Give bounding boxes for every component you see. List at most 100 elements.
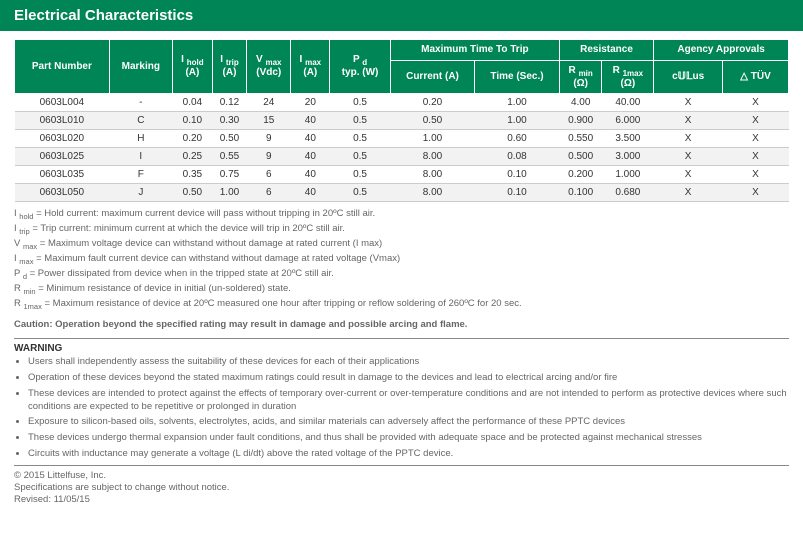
cell-pd: 0.5 (330, 94, 391, 112)
cell-itrip: 1.00 (212, 184, 246, 202)
cell-rmax: 3.000 (602, 148, 654, 166)
cell-rmin: 0.200 (559, 166, 602, 184)
cell-time: 0.10 (475, 184, 560, 202)
note-line: I max = Maximum fault current device can… (14, 253, 789, 267)
warning-list: Users shall independently assess the sui… (0, 354, 803, 461)
cell-vmax: 15 (247, 112, 291, 130)
warning-item: These devices are intended to protect ag… (28, 388, 789, 414)
cell-cur: 8.00 (390, 148, 474, 166)
cell-pd: 0.5 (330, 184, 391, 202)
note-line: I hold = Hold current: maximum current d… (14, 208, 789, 222)
cell-mark: H (109, 130, 172, 148)
col-marking: Marking (109, 40, 172, 94)
table-row: 0603L010C0.100.3015400.50.501.000.9006.0… (15, 112, 789, 130)
cell-part: 0603L010 (15, 112, 110, 130)
cell-rmin: 0.900 (559, 112, 602, 130)
cell-mark: F (109, 166, 172, 184)
cell-time: 0.08 (475, 148, 560, 166)
table-row: 0603L050J0.501.006400.58.000.100.1000.68… (15, 184, 789, 202)
cell-rmax: 6.000 (602, 112, 654, 130)
warning-item: Exposure to silicon-based oils, solvents… (28, 416, 789, 429)
cell-itrip: 0.75 (212, 166, 246, 184)
cell-imax: 40 (291, 166, 330, 184)
cell-rmin: 0.550 (559, 130, 602, 148)
note-line: R min = Minimum resistance of device in … (14, 283, 789, 297)
table-row: 0603L035F0.350.756400.58.000.100.2001.00… (15, 166, 789, 184)
col-ihold: I hold(A) (172, 40, 212, 94)
cell-itrip: 0.30 (212, 112, 246, 130)
cell-cur: 8.00 (390, 166, 474, 184)
cell-imax: 40 (291, 112, 330, 130)
cell-ul: X (654, 112, 723, 130)
cell-time: 0.60 (475, 130, 560, 148)
cell-pd: 0.5 (330, 166, 391, 184)
note-line: I trip = Trip current: minimum current a… (14, 223, 789, 237)
cell-pd: 0.5 (330, 130, 391, 148)
col-vmax: V max(Vdc) (247, 40, 291, 94)
cell-tuv: X (723, 166, 789, 184)
cell-itrip: 0.12 (212, 94, 246, 112)
cell-tuv: X (723, 184, 789, 202)
footer: © 2015 Littelfuse, Inc. Specifications a… (14, 465, 789, 515)
cell-vmax: 6 (247, 166, 291, 184)
cell-cur: 8.00 (390, 184, 474, 202)
cell-imax: 40 (291, 184, 330, 202)
cell-imax: 40 (291, 148, 330, 166)
spec-note: Specifications are subject to change wit… (14, 482, 229, 493)
cell-vmax: 6 (247, 184, 291, 202)
cell-time: 0.10 (475, 166, 560, 184)
cell-cur: 0.50 (390, 112, 474, 130)
caution-line: Caution: Operation beyond the specified … (0, 313, 803, 332)
cell-vmax: 9 (247, 148, 291, 166)
table-container: Part Number Marking I hold(A) I trip(A) … (0, 31, 803, 202)
table-row: 0603L025I0.250.559400.58.000.080.5003.00… (15, 148, 789, 166)
cell-rmax: 3.500 (602, 130, 654, 148)
col-ul: c𝕌𝕃us (654, 60, 723, 94)
characteristics-table: Part Number Marking I hold(A) I trip(A) … (14, 39, 789, 202)
cell-cur: 0.20 (390, 94, 474, 112)
cell-tuv: X (723, 94, 789, 112)
col-pd: P dtyp. (W) (330, 40, 391, 94)
cell-mark: C (109, 112, 172, 130)
cell-tuv: X (723, 112, 789, 130)
cell-mark: - (109, 94, 172, 112)
cell-itrip: 0.50 (212, 130, 246, 148)
cell-mark: J (109, 184, 172, 202)
col-imax: I max(A) (291, 40, 330, 94)
cell-vmax: 24 (247, 94, 291, 112)
cell-ul: X (654, 184, 723, 202)
cell-part: 0603L020 (15, 130, 110, 148)
cell-pd: 0.5 (330, 112, 391, 130)
cell-ihold: 0.10 (172, 112, 212, 130)
col-mtt: Maximum Time To Trip (390, 40, 559, 61)
cell-tuv: X (723, 148, 789, 166)
cell-rmin: 4.00 (559, 94, 602, 112)
cell-time: 1.00 (475, 112, 560, 130)
cell-mark: I (109, 148, 172, 166)
copyright: © 2015 Littelfuse, Inc. (14, 470, 106, 481)
cell-itrip: 0.55 (212, 148, 246, 166)
cell-part: 0603L004 (15, 94, 110, 112)
cell-ihold: 0.50 (172, 184, 212, 202)
table-row: 0603L020H0.200.509400.51.000.600.5503.50… (15, 130, 789, 148)
cell-rmin: 0.100 (559, 184, 602, 202)
col-tuv: △ TÜV (723, 60, 789, 94)
cell-part: 0603L050 (15, 184, 110, 202)
cell-ihold: 0.20 (172, 130, 212, 148)
cell-ul: X (654, 94, 723, 112)
notes-block: I hold = Hold current: maximum current d… (0, 202, 803, 312)
col-res: Resistance (559, 40, 653, 61)
cell-ihold: 0.35 (172, 166, 212, 184)
cell-ul: X (654, 148, 723, 166)
cell-ihold: 0.04 (172, 94, 212, 112)
cell-pd: 0.5 (330, 148, 391, 166)
cell-ul: X (654, 130, 723, 148)
warning-item: These devices undergo thermal expansion … (28, 432, 789, 445)
cell-ihold: 0.25 (172, 148, 212, 166)
cell-rmax: 0.680 (602, 184, 654, 202)
cell-ul: X (654, 166, 723, 184)
table-row: 0603L004-0.040.1224200.50.201.004.0040.0… (15, 94, 789, 112)
col-mtt-time: Time (Sec.) (475, 60, 560, 94)
revised: Revised: 11/05/15 (14, 494, 90, 505)
note-line: V max = Maximum voltage device can withs… (14, 238, 789, 252)
